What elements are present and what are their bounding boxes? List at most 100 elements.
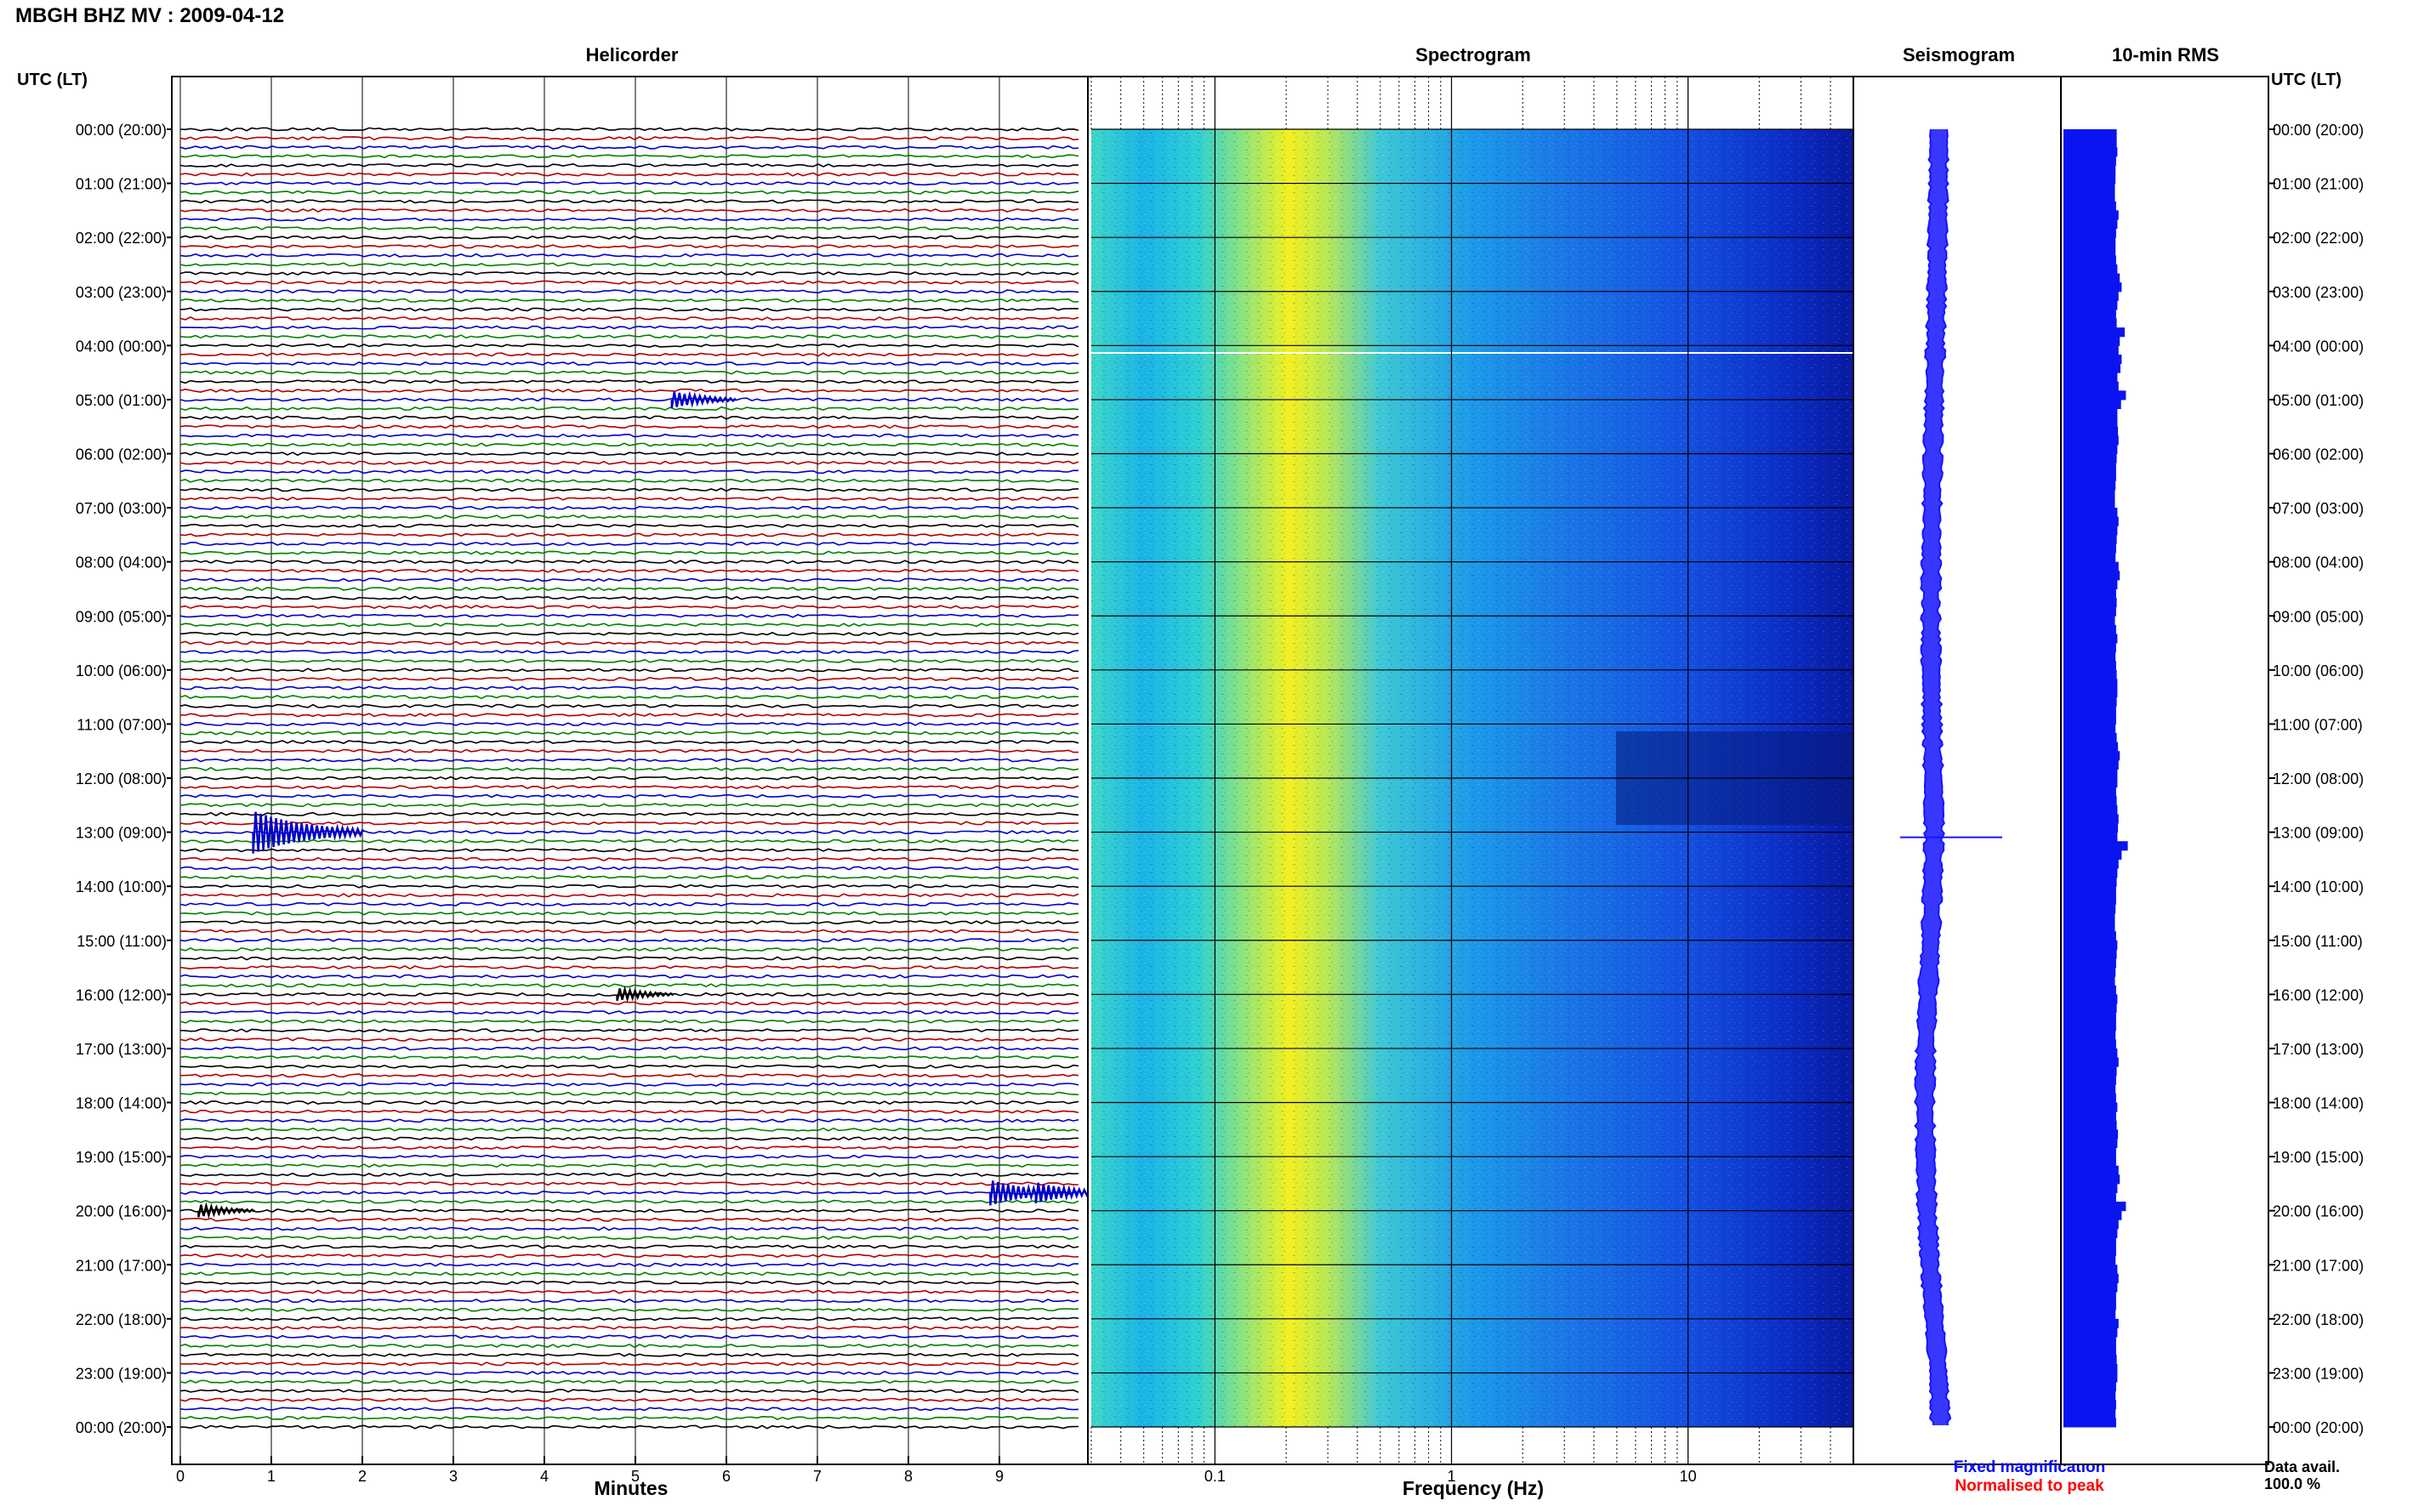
rms-bar [2063, 714, 2116, 725]
time-label-right: 13:00 (09:00) [2273, 825, 2364, 842]
helicorder-trace [179, 388, 1079, 393]
rms-bar [2063, 1157, 2116, 1167]
rms-bar [2063, 804, 2118, 815]
rms-bar [2063, 922, 2115, 932]
helicorder-trace [179, 172, 1079, 177]
rms-bar [2063, 300, 2118, 310]
rms-bar [2063, 778, 2118, 788]
helicorder-trace [179, 1073, 1079, 1078]
helicorder-event [197, 1202, 256, 1219]
rms-bar [2063, 706, 2116, 716]
data-avail-value: 100.0 % [2264, 1475, 2320, 1492]
rms-bar [2063, 967, 2116, 977]
time-label-left: 22:00 (18:00) [76, 1311, 167, 1328]
rms-bar [2063, 526, 2118, 536]
helicorder-trace [179, 1379, 1079, 1384]
helicorder-trace [179, 253, 1079, 258]
rms-bar [2063, 264, 2118, 275]
helicorder-trace [179, 1136, 1079, 1141]
rms-bar [2063, 1210, 2122, 1220]
time-label-left: 01:00 (21:00) [76, 176, 167, 193]
rms-bar [2063, 1255, 2116, 1265]
rms-bar [2063, 1363, 2118, 1373]
rms-bar [2063, 508, 2118, 518]
rms-bar [2063, 453, 2117, 463]
helicorder-trace [179, 1271, 1079, 1276]
rms-bar [2063, 318, 2117, 328]
helicorder-trace [179, 1262, 1079, 1267]
rms-bar [2063, 345, 2119, 355]
helicorder-trace [179, 685, 1079, 691]
helicorder-trace [179, 361, 1079, 367]
helicorder-trace [179, 1361, 1079, 1367]
helicorder-trace [179, 1028, 1079, 1033]
time-label-right: 08:00 (04:00) [2273, 554, 2364, 571]
helicorder-trace [179, 1344, 1079, 1349]
rms-bar [2063, 255, 2116, 265]
time-label-left: 00:00 (20:00) [76, 1419, 167, 1436]
helicorder-trace [179, 748, 1079, 753]
helicorder-trace [179, 1298, 1079, 1304]
rms-bar [2063, 904, 2116, 914]
helicorder-trace [179, 280, 1079, 285]
rms-bar [2063, 1057, 2119, 1067]
helicorder-trace [179, 1217, 1079, 1222]
rms-bar [2063, 733, 2117, 743]
rms-bar [2063, 1120, 2117, 1130]
rms-bar [2063, 1021, 2116, 1032]
rms-bar [2063, 598, 2117, 608]
rms-bars [2063, 129, 2128, 1428]
helicorder-trace [179, 1316, 1079, 1322]
helicorder-event [670, 390, 737, 409]
helicorder-x-tick-label: 5 [631, 1468, 640, 1485]
minutes-axis-label: Minutes [595, 1477, 669, 1499]
rms-bar [2063, 696, 2117, 707]
time-label-left: 04:00 (00:00) [76, 338, 167, 355]
rms-bar [2063, 787, 2116, 797]
spectrogram-title: Spectrogram [1415, 44, 1531, 65]
rms-title: 10-min RMS [2112, 44, 2219, 65]
helicorder-trace [179, 577, 1079, 583]
rms-bar [2063, 859, 2119, 869]
rms-bar [2063, 237, 2116, 247]
rms-bar [2063, 435, 2119, 446]
helicorder-trace [179, 1054, 1079, 1060]
rms-bar [2063, 742, 2119, 752]
helicorder-trace [179, 838, 1079, 844]
helicorder-trace [179, 866, 1079, 871]
rms-bar [2063, 1292, 2116, 1302]
helicorder-trace [179, 938, 1079, 943]
rms-bar [2063, 588, 2116, 599]
helicorder-trace [179, 875, 1079, 880]
helicorder-trace [179, 451, 1079, 457]
time-labels-right: 00:00 (20:00) 01:00 (21:00) 02:00 (22:00) 0… [2268, 122, 2364, 1436]
helicorder-trace [179, 442, 1079, 447]
rms-bar [2063, 579, 2118, 589]
helicorder-trace [179, 1334, 1079, 1339]
time-label-right: 10:00 (06:00) [2273, 662, 2364, 679]
time-label-left: 15:00 (11:00) [77, 933, 167, 950]
rms-bar [2063, 1129, 2119, 1140]
helicorder-x-tick-label: 1 [267, 1468, 276, 1485]
rms-bar [2063, 173, 2116, 185]
helicorder-trace [179, 244, 1079, 249]
rms-bar [2063, 724, 2116, 734]
helicorder-trace [179, 568, 1079, 573]
frequency-axis-label: Frequency (Hz) [1403, 1477, 1544, 1499]
rms-bar [2063, 201, 2116, 211]
rms-bar [2063, 282, 2122, 293]
rms-bar [2063, 571, 2120, 581]
rms-bar [2063, 463, 2116, 473]
rms-bar [2063, 1012, 2116, 1022]
rms-bar [2063, 669, 2117, 679]
time-label-left: 12:00 (08:00) [76, 770, 167, 787]
helicorder-trace [179, 1154, 1079, 1159]
helicorder-trace [179, 965, 1079, 970]
time-labels-left: 00:00 (20:00) 01:00 (21:00) 02:00 (22:00) 0… [76, 122, 174, 1436]
helicorder-trace [179, 668, 1079, 673]
rms-bar [2063, 832, 2118, 842]
helicorder-trace [179, 613, 1079, 618]
helicorder-event [616, 985, 674, 1003]
rms-bar [2063, 814, 2119, 824]
